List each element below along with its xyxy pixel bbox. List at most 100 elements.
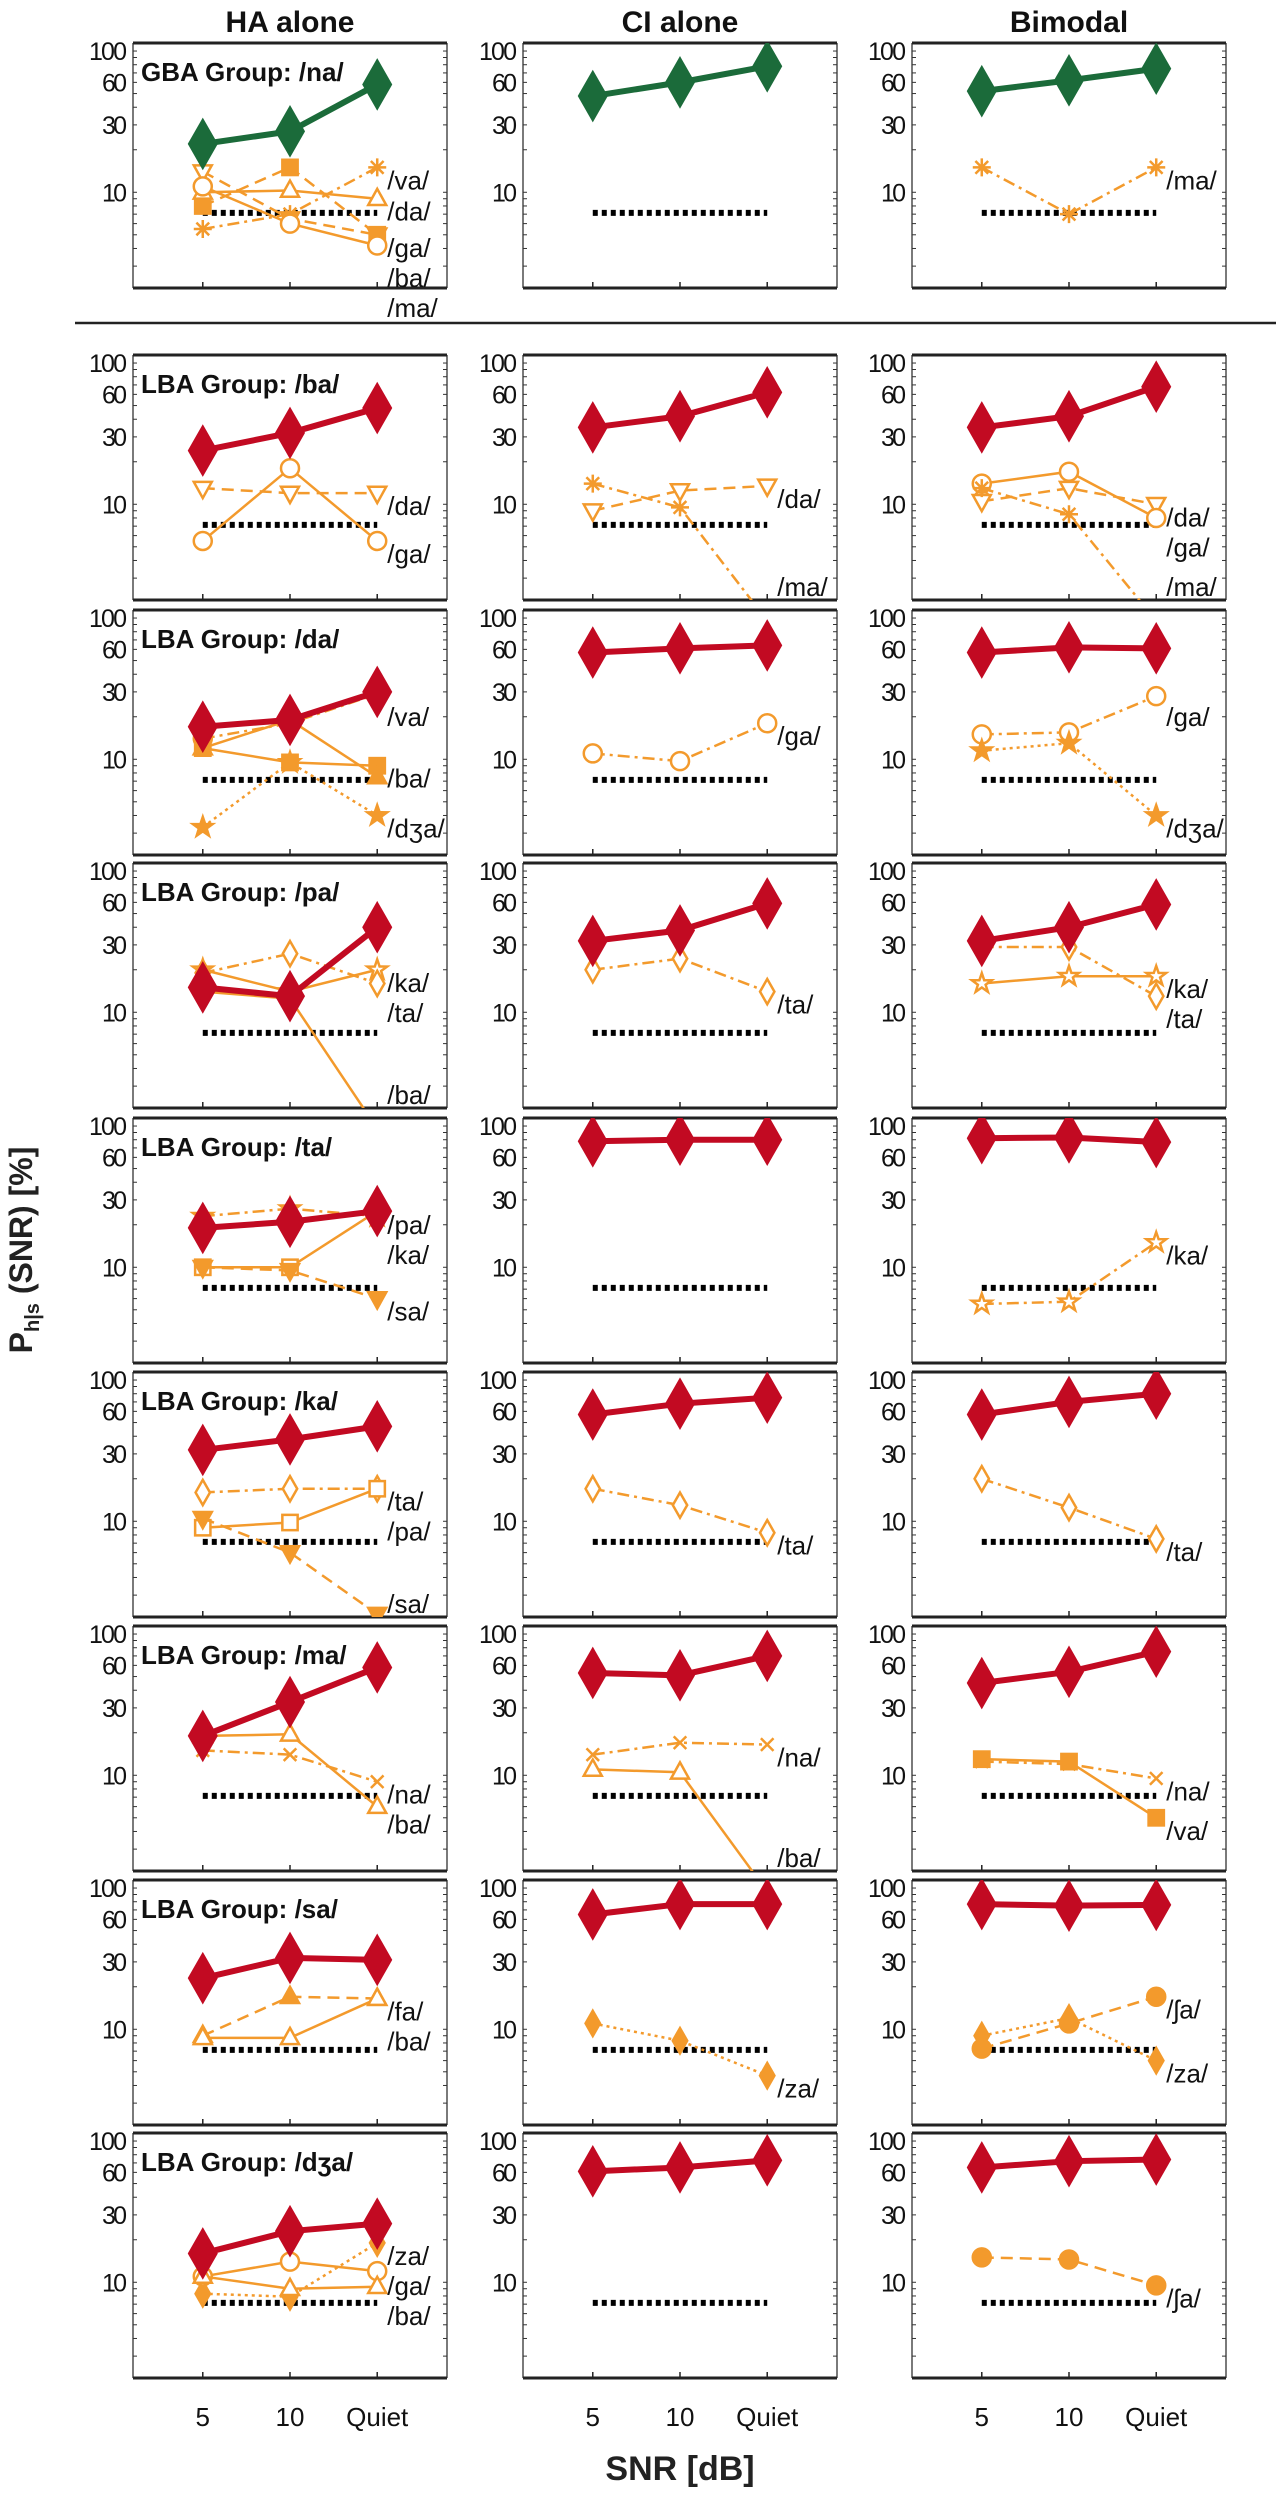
confusion-marker [1142,1228,1170,1254]
y-tick-label: 60 [492,636,517,664]
target-marker [577,626,608,679]
confusion-label: /da/ [777,484,821,514]
confusion-label: /ga/ [777,721,821,751]
confusion-marker [970,493,993,514]
y-tick-label: 30 [881,424,906,452]
y-tick-label: 10 [492,1762,517,1790]
y-tick-label: 10 [492,746,517,774]
confusion-label: /ta/ [777,990,814,1020]
plot-area [966,621,1172,827]
column-title-bimodal: Bimodal [1009,6,1129,39]
y-tick-label: 60 [492,381,517,409]
confusion-label: /ta/ [387,1487,424,1517]
target-marker [752,877,783,930]
confusion-marker [972,1750,991,1769]
target-marker [274,406,306,460]
panel-r1-c0: 10 30 60 100 LBA Group: /ba/ /da/ /ga/ [89,350,448,602]
confusion-marker [366,1986,389,2007]
panel-r6-c2: 10 30 60 100/na/ /va/ [868,1621,1227,1873]
confusion-marker [581,503,604,524]
confusion-series [192,176,388,256]
target-marker [1141,360,1172,414]
target-marker [1053,1375,1085,1429]
target-marker [577,1646,608,1700]
y-tick-label: 10 [102,1254,127,1282]
confusion-marker [671,2025,689,2056]
plot-area [187,1641,393,1815]
target-marker [1141,1626,1172,1679]
target-marker [362,381,393,435]
y-tick-label: 30 [881,1187,906,1215]
x-tick-label: 5 [975,2402,989,2432]
confusion-series [972,479,1141,600]
confusion-label: /ba/ [777,1843,821,1873]
plot-area [187,381,393,552]
y-tick-label: 30 [102,112,127,140]
y-tick-label: 100 [89,1875,127,1903]
confusion-series [581,478,779,524]
confusion-marker [363,801,391,827]
confusion-line [981,945,1157,998]
confusion-marker [278,485,302,506]
y-tick-label: 30 [881,1949,906,1977]
confusion-marker [1058,2249,1080,2270]
confusion-marker [368,158,387,177]
panel-r3-c0: 10 30 60 100 LBA Group: /pa/ /ka//ta/ /ba/ [89,858,448,1110]
panel-r3-c1: 10 30 60 100/ta/ [479,858,838,1110]
confusion-marker [971,2247,993,2268]
target-marker [664,1880,696,1931]
confusion-marker [192,530,214,552]
y-tick-label: 10 [881,746,906,774]
confusion-label: /ta/ [1166,1537,1203,1567]
target-series [577,1372,783,1441]
confusion-marker [366,2274,389,2295]
x-tick-label: Quiet [1125,2402,1188,2432]
target-marker [752,366,783,419]
target-series [966,1118,1172,1169]
confusion-label: /ba/ [387,2301,431,2331]
confusion-marker [584,1473,602,1504]
confusion-label: /ta/ [777,1531,814,1561]
confusion-line [981,1477,1157,1541]
plot-area [577,619,783,783]
target-marker [664,622,696,675]
target-series [187,1641,393,1763]
confusion-label: /za/ [777,2074,820,2104]
plot-area [187,2197,393,2312]
confusion-label: /ga/ [387,539,431,569]
confusion-marker [671,943,689,974]
confusion-marker [278,2276,302,2297]
y-tick-label: 10 [102,179,127,207]
target-series [187,2197,393,2280]
y-tick-label: 10 [881,179,906,207]
confusion-marker [366,186,389,207]
plot-area [966,1372,1172,1555]
confusion-marker [973,2020,991,2051]
confusion-marker [1145,1986,1167,2007]
target-marker [966,914,997,968]
plot-area [187,900,393,1108]
y-tick-label: 60 [102,1652,127,1680]
confusion-series [971,2247,1167,2296]
y-tick-label: 60 [492,69,517,97]
confusion-series [972,1750,1166,1827]
panel-r1-c2: 10 30 60 100/da//ga/ /ma/ [868,350,1227,602]
y-tick-label: 30 [492,1187,517,1215]
panel-r6-c1: 10 30 60 100/na/ /ba/ [479,1621,838,1873]
target-marker [274,1195,306,1249]
target-marker [187,2227,218,2280]
panel-r4-c0: 10 30 60 100 LBA Group: /ta/ /pa//ka/ /sa/ [89,1113,448,1365]
confusion-marker [581,1756,604,1777]
confusion-label: /na/ [1166,1776,1210,1806]
confusion-series [582,712,778,772]
plot-area [577,1118,783,1291]
y-tick-label: 10 [102,1508,127,1536]
confusion-label: /ba/ [387,1810,431,1840]
confusion-marker [672,1735,688,1750]
x-tick-label: 10 [276,2402,305,2432]
target-marker [274,2204,306,2258]
y-tick-label: 30 [102,2202,127,2230]
panel-group-label: LBA Group: /ta/ [141,1132,332,1162]
y-tick-label: 30 [492,1949,517,1977]
confusion-marker [278,2025,302,2046]
